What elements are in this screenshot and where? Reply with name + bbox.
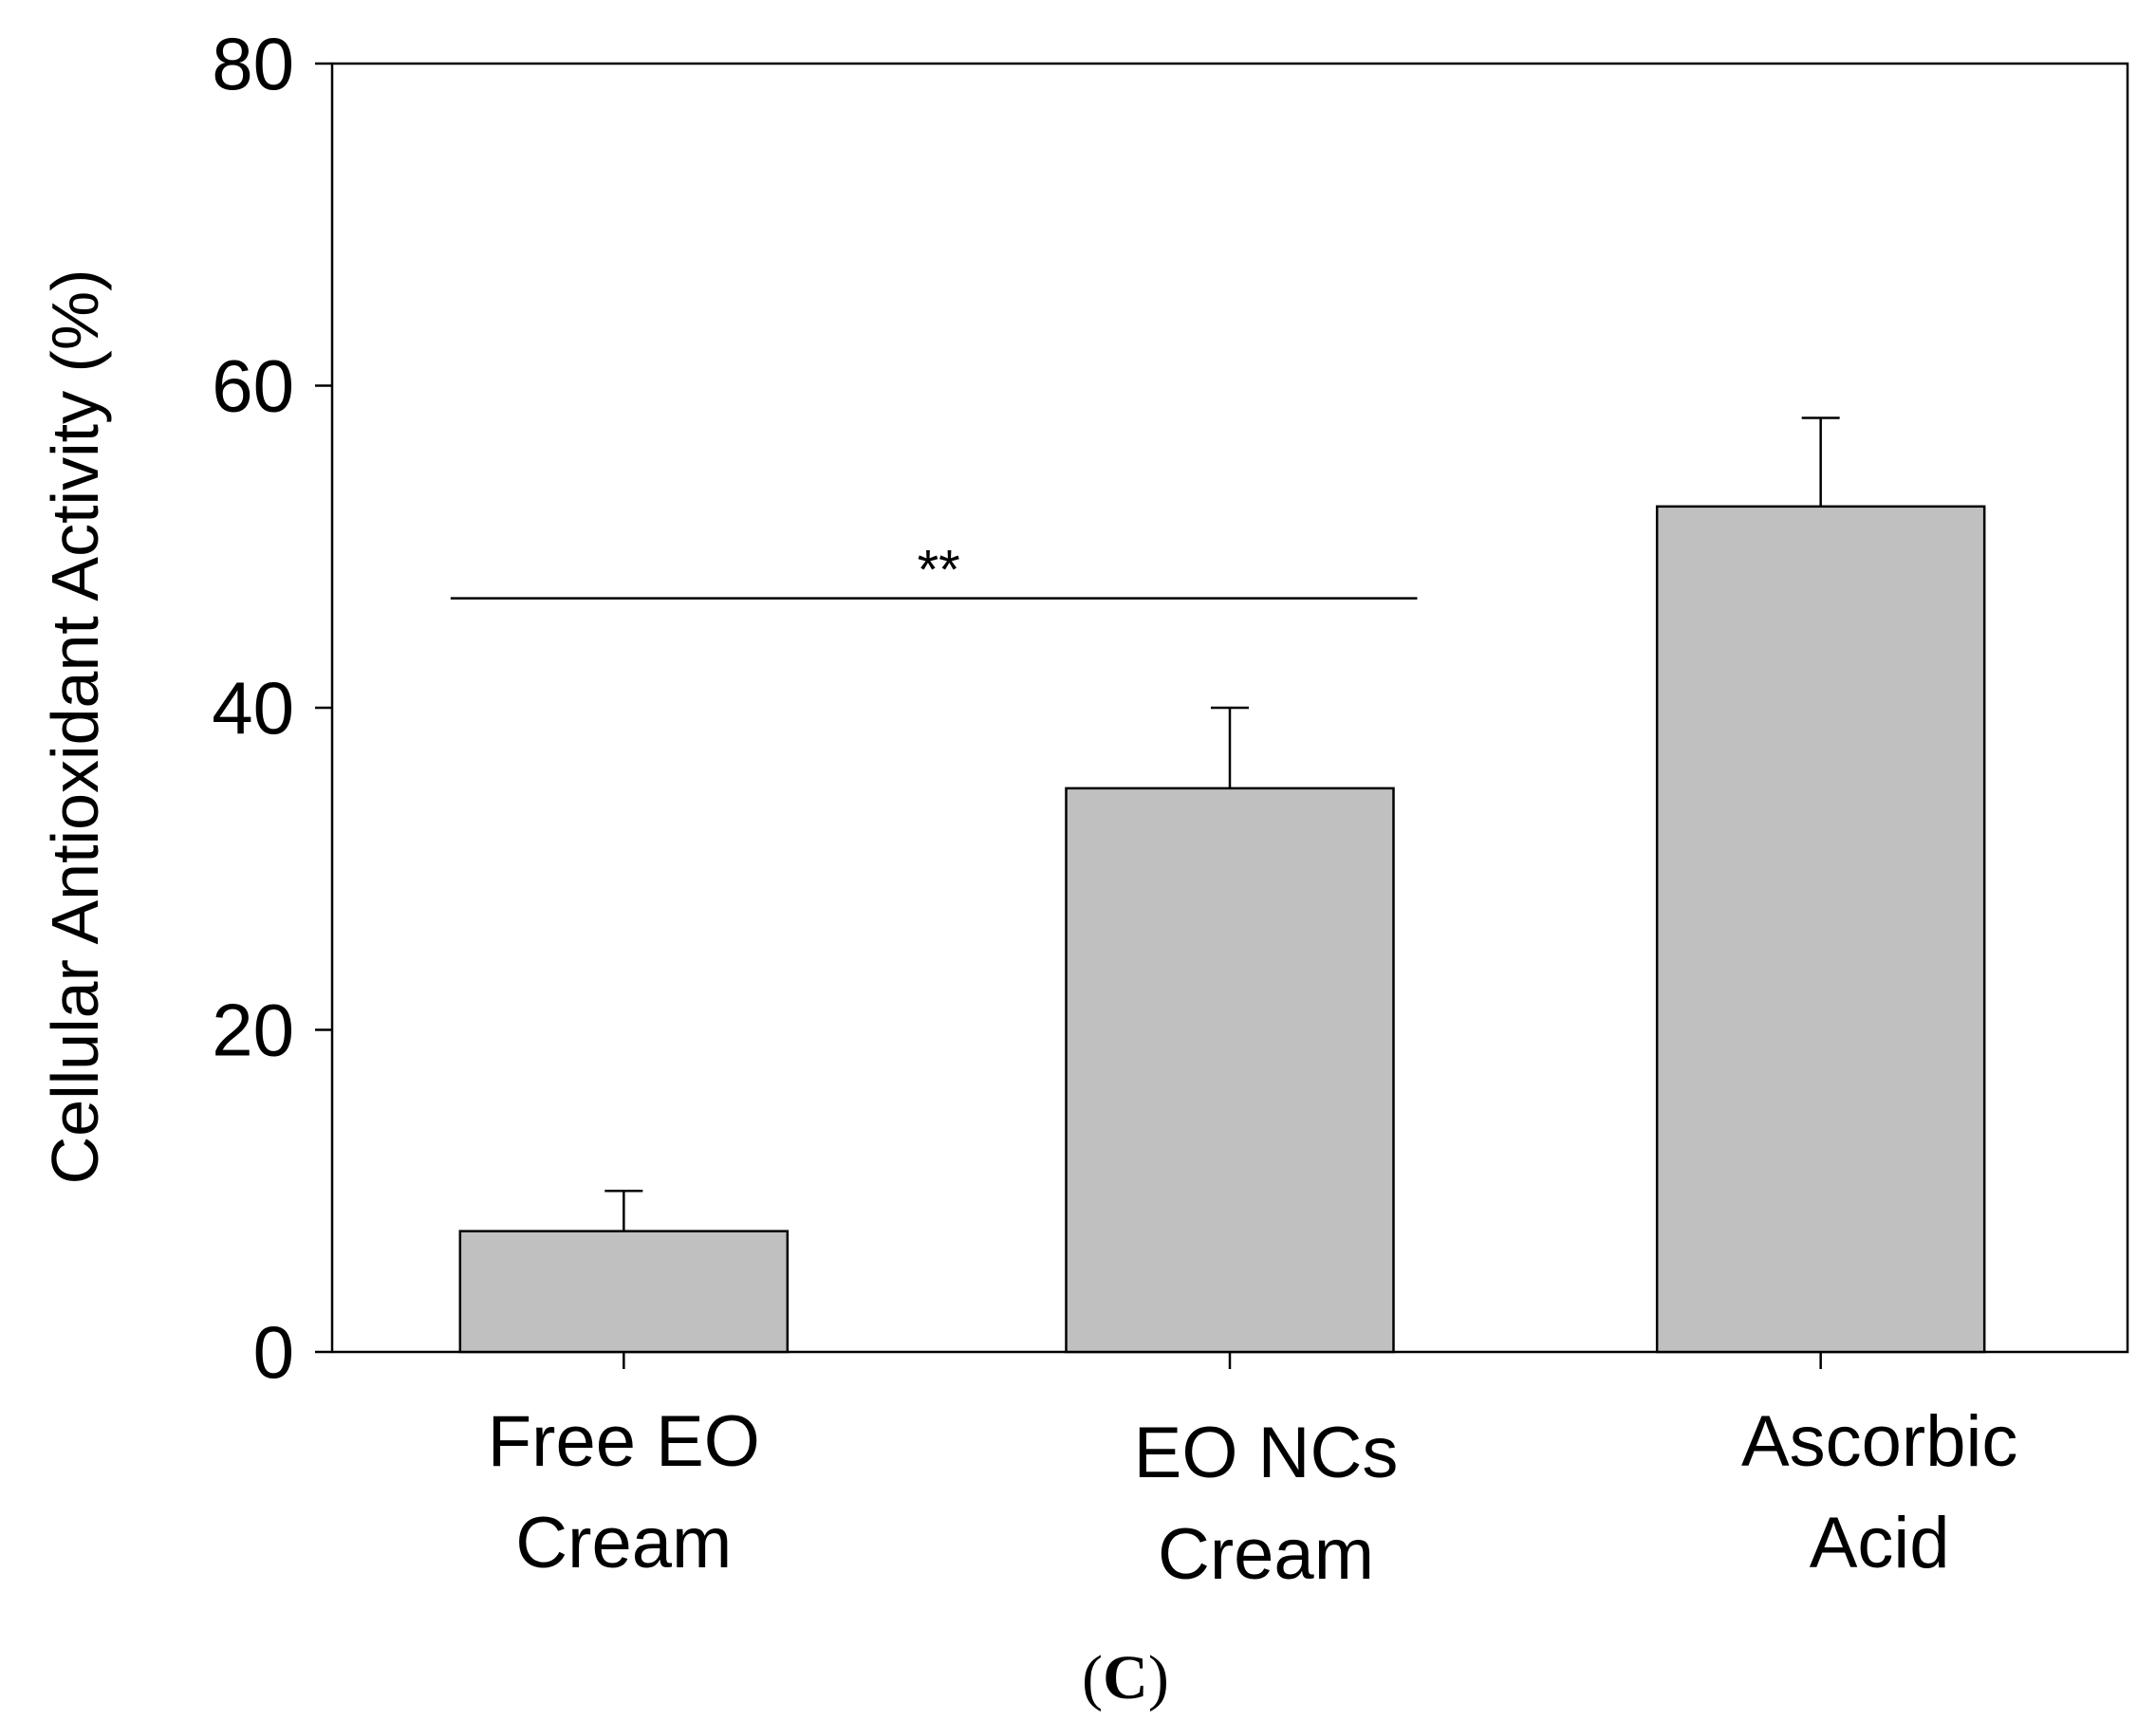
category-label: Ascorbic (1741, 1401, 2017, 1482)
significance-label: ** (918, 540, 960, 601)
bars (458, 505, 1986, 1354)
y-tick-label: 60 (212, 344, 294, 428)
y-axis-title: Cellular Antioxidant Activity (%) (38, 269, 112, 1185)
panel-label-open: ( (1082, 1643, 1103, 1712)
y-axis-ticks: 0 20 40 60 80 (212, 22, 332, 1394)
category-label: Cream (1158, 1514, 1374, 1595)
category-label: Cream (515, 1503, 732, 1583)
y-tick-label: 0 (253, 1310, 294, 1394)
panel-label-close: ) (1148, 1643, 1169, 1712)
category-label: Free EO (488, 1401, 760, 1482)
category-label: EO NCs (1134, 1413, 1399, 1493)
panel-label: (C) (1082, 1643, 1169, 1712)
y-tick-label: 20 (212, 989, 294, 1072)
y-tick-label: 40 (212, 666, 294, 749)
error-bars (604, 416, 1840, 1231)
category-labels: Free EO Cream EO NCs Cream Ascorbic Acid (488, 1401, 2018, 1595)
bar (1065, 786, 1395, 1354)
y-tick-label: 80 (212, 22, 294, 105)
panel-label-letter: C (1103, 1643, 1148, 1712)
bar (1655, 505, 1986, 1354)
significance-annotation: ** (450, 540, 1418, 601)
bar (458, 1230, 790, 1354)
category-label: Acid (1810, 1503, 1950, 1583)
x-axis-ticks (623, 1352, 1822, 1369)
